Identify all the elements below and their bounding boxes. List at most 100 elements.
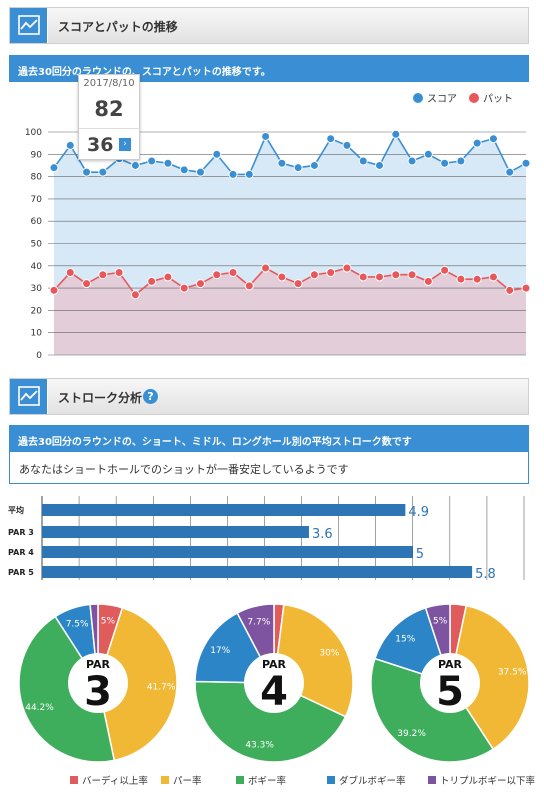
pie-center [244, 653, 304, 713]
pie-slice-label: 15% [395, 634, 415, 644]
data-point [407, 156, 417, 166]
data-point [391, 270, 401, 280]
data-point [98, 270, 108, 280]
bar [42, 526, 309, 538]
data-point [179, 165, 189, 175]
data-point [65, 140, 75, 150]
pie-center [68, 653, 128, 713]
pie-slice-label: 7.7% [247, 618, 270, 628]
bar-category-label: 平均 [8, 505, 24, 515]
legend-label: ダブルボギー率 [339, 776, 406, 787]
tooltip-putt: 36 [87, 134, 114, 156]
line-chart-icon [10, 379, 48, 414]
pie-slice-label: 41.7% [147, 682, 176, 692]
data-point [423, 276, 433, 286]
data-point [228, 169, 238, 179]
data-point [326, 134, 336, 144]
data-point [82, 167, 92, 177]
legend-swatch [327, 776, 335, 784]
pie-slice [194, 680, 347, 763]
data-point [261, 263, 271, 273]
pie-par-number: 3 [84, 669, 112, 715]
data-point [342, 263, 352, 273]
data-point [423, 149, 433, 159]
section-title: ストローク分析 [58, 391, 143, 405]
data-point [49, 163, 59, 173]
stroke-bar-chart: 平均 4.9 PAR 3 3.6 PAR 4 5 PAR 5 5.8 [8, 496, 525, 582]
data-point [407, 270, 417, 280]
data-point [521, 158, 531, 168]
y-tick-label: 90 [31, 150, 43, 160]
data-point [212, 149, 222, 159]
y-tick-label: 80 [31, 173, 43, 183]
legend-marker [413, 93, 423, 103]
legend-label: トリプルボギー以下率 [440, 776, 536, 787]
bar-category-label: PAR 4 [8, 548, 34, 557]
bar-value-label: 5 [416, 547, 424, 562]
analysis-message: あなたはショートホールでのショットが一番安定しているようです [9, 452, 529, 484]
bar [42, 504, 406, 516]
data-point [244, 281, 254, 291]
pie-slice [97, 606, 178, 762]
pie-slice-label: 17% [210, 646, 230, 656]
data-point [261, 131, 271, 141]
data-point [440, 265, 450, 275]
data-point [228, 267, 238, 277]
legend-label: パー率 [173, 776, 202, 787]
data-point [244, 169, 254, 179]
pie-center [420, 653, 480, 713]
data-point [358, 272, 368, 282]
data-point [521, 283, 531, 293]
bar-value-label: 5.8 [475, 567, 496, 582]
data-point [375, 272, 385, 282]
legend-swatch [161, 776, 169, 784]
tooltip-score: 82 [94, 97, 124, 121]
data-point [488, 134, 498, 144]
data-point [440, 158, 450, 168]
data-point [391, 129, 401, 139]
data-point [147, 156, 157, 166]
data-point [130, 160, 140, 170]
y-tick-label: 0 [36, 351, 42, 361]
y-tick-label: 10 [31, 329, 43, 339]
pie-slice-label: 30% [319, 649, 339, 659]
legend-label: パット [483, 93, 513, 105]
chevron-right-icon[interactable]: › [119, 138, 131, 151]
data-point [277, 158, 287, 168]
section-subtitle: 過去30回分のラウンドの、ショート、ミドル、ロングホール別の平均ストローク数です [9, 425, 529, 452]
pie-slice-label: 5% [433, 617, 448, 627]
section-header-score-putt: スコアとパットの推移 [9, 7, 529, 44]
bar-value-label: 4.9 [408, 505, 429, 520]
data-point [505, 285, 515, 295]
data-point [472, 138, 482, 148]
data-point [505, 167, 515, 177]
data-point [358, 156, 368, 166]
pie-slice-label: 44.2% [25, 703, 54, 713]
data-point [65, 267, 75, 277]
pie-slice [449, 604, 530, 751]
data-point [488, 272, 498, 282]
help-icon[interactable]: ? [143, 389, 158, 404]
chart-tooltip: 2017/8/10 82 36 › [78, 74, 140, 160]
putt-area [54, 268, 526, 355]
pie-slice [18, 615, 116, 763]
data-point [342, 140, 352, 150]
data-point [195, 279, 205, 289]
data-point [130, 290, 140, 300]
bar [42, 546, 413, 558]
pie-par-label: PAR [86, 658, 111, 671]
data-point [49, 285, 59, 295]
pie-legend: バーディ以上率 パー率 ボギー率 ダブルボギー率 トリプルボギー以下率 [0, 773, 544, 789]
pie-slice-label: 37.5% [498, 667, 527, 677]
data-point [456, 274, 466, 284]
legend-marker [469, 93, 479, 103]
data-point [195, 167, 205, 177]
pie-slice-label: 5% [101, 617, 116, 627]
pie-par-number: 5 [436, 669, 464, 715]
pie-slice [370, 657, 495, 763]
data-point [309, 160, 319, 170]
y-tick-label: 40 [31, 262, 43, 272]
legend-label: バーディ以上率 [82, 776, 148, 787]
data-point [375, 160, 385, 170]
